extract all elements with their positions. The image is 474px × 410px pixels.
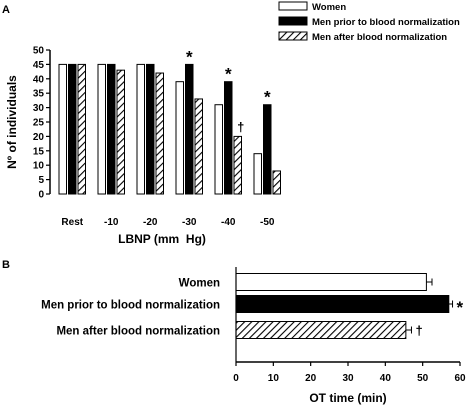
bar--10-series-0 (97, 63, 106, 195)
category-label-1: Men prior to blood normalization (41, 300, 220, 312)
bar-1 (235, 295, 450, 313)
panel-a-y-axis-title: Nº of individuals (5, 75, 19, 169)
x-tick-label: 50 (417, 373, 429, 384)
bar--30-series-1 (185, 63, 194, 195)
x-tick-label: 40 (380, 373, 392, 384)
x-tick-label: -30 (182, 217, 197, 228)
legend-swatch-0 (278, 1, 308, 11)
bar--50-series-2 (272, 170, 281, 195)
x-tick-label: -20 (143, 217, 158, 228)
panel-a-y-ticks: 0 5 10 15 20 25 30 35 40 45 50 (33, 46, 50, 201)
y-tick-label: 0 (38, 190, 44, 201)
panel-b-bars: *† (235, 267, 464, 362)
bar--50-series-1 (263, 104, 272, 195)
legend-swatch-1 (278, 16, 308, 26)
x-tick-label: -40 (221, 217, 236, 228)
bar--20-series-2 (155, 72, 164, 195)
legend-swatch-2 (278, 31, 308, 41)
panel-b-x-axis-title: OT time (min) (309, 391, 386, 405)
y-tick-label: 50 (33, 46, 45, 57)
bar--20-series-0 (136, 63, 145, 195)
bar-Rest-series-2 (77, 63, 86, 195)
y-tick-label: 10 (33, 161, 45, 172)
dagger-marker: † (237, 119, 244, 134)
panel-a-label: A (2, 4, 10, 16)
x-tick-label: 10 (268, 373, 280, 384)
bar--20-series-1 (146, 63, 155, 195)
bar--50-series-0 (253, 153, 262, 195)
dagger-marker: † (415, 323, 422, 338)
legend-label-1: Men prior to blood normalization (312, 17, 460, 28)
panel-a-legend: Women Men prior to blood normalization Men… (278, 1, 460, 43)
panel-a-bar-chart: 0 5 10 15 20 25 30 35 40 45 50 Rest -10 -20 -30 -40 -50… (5, 1, 460, 246)
significance-star: * (225, 65, 232, 84)
significance-star: * (457, 298, 464, 317)
bar-0 (235, 273, 427, 291)
bar--40-series-1 (224, 81, 233, 195)
y-tick-label: 35 (33, 89, 45, 100)
panel-a-x-ticks: Rest -10 -20 -30 -40 -50 (61, 217, 275, 228)
significance-star: * (264, 88, 271, 107)
x-tick-label: 60 (454, 373, 466, 384)
significance-star: * (186, 47, 193, 66)
y-tick-label: 40 (33, 74, 45, 85)
y-tick-label: 25 (33, 118, 45, 129)
bar-Rest-series-1 (68, 63, 77, 195)
panel-a-x-axis-title: LBNP (mm Hg) (118, 232, 206, 246)
bar--40-series-2 (233, 135, 242, 195)
y-tick-label: 45 (33, 60, 45, 71)
bar--30-series-0 (175, 81, 184, 195)
y-tick-label: 5 (38, 175, 44, 186)
x-tick-label: 30 (342, 373, 354, 384)
x-tick-label: -50 (260, 217, 275, 228)
panel-a-bars (58, 63, 281, 195)
category-label-0: Women (179, 278, 220, 290)
x-tick-label: 0 (233, 373, 239, 384)
bar-2 (235, 321, 407, 339)
bar--30-series-2 (194, 98, 203, 195)
bar--10-series-2 (116, 69, 125, 195)
panel-a-annotations: * * † * (186, 47, 271, 134)
bar--10-series-1 (107, 63, 116, 195)
bar--40-series-0 (214, 104, 223, 195)
panel-b-category-labels: Women Men prior to blood normalization Men… (41, 278, 220, 338)
legend-label-0: Women (312, 2, 346, 13)
bar-Rest-series-0 (58, 63, 67, 195)
x-tick-label: -10 (104, 217, 119, 228)
x-tick-label: 20 (305, 373, 317, 384)
y-tick-label: 20 (33, 132, 45, 143)
y-tick-label: 30 (33, 103, 45, 114)
panel-b-x-ticks: 0 10 20 30 40 50 60 (233, 362, 466, 384)
y-tick-label: 15 (33, 146, 45, 157)
legend-label-2: Men after blood normalization (312, 32, 447, 43)
x-tick-label: Rest (61, 217, 83, 228)
category-label-2: Men after blood normalization (56, 326, 220, 338)
panel-b-label: B (2, 259, 10, 271)
